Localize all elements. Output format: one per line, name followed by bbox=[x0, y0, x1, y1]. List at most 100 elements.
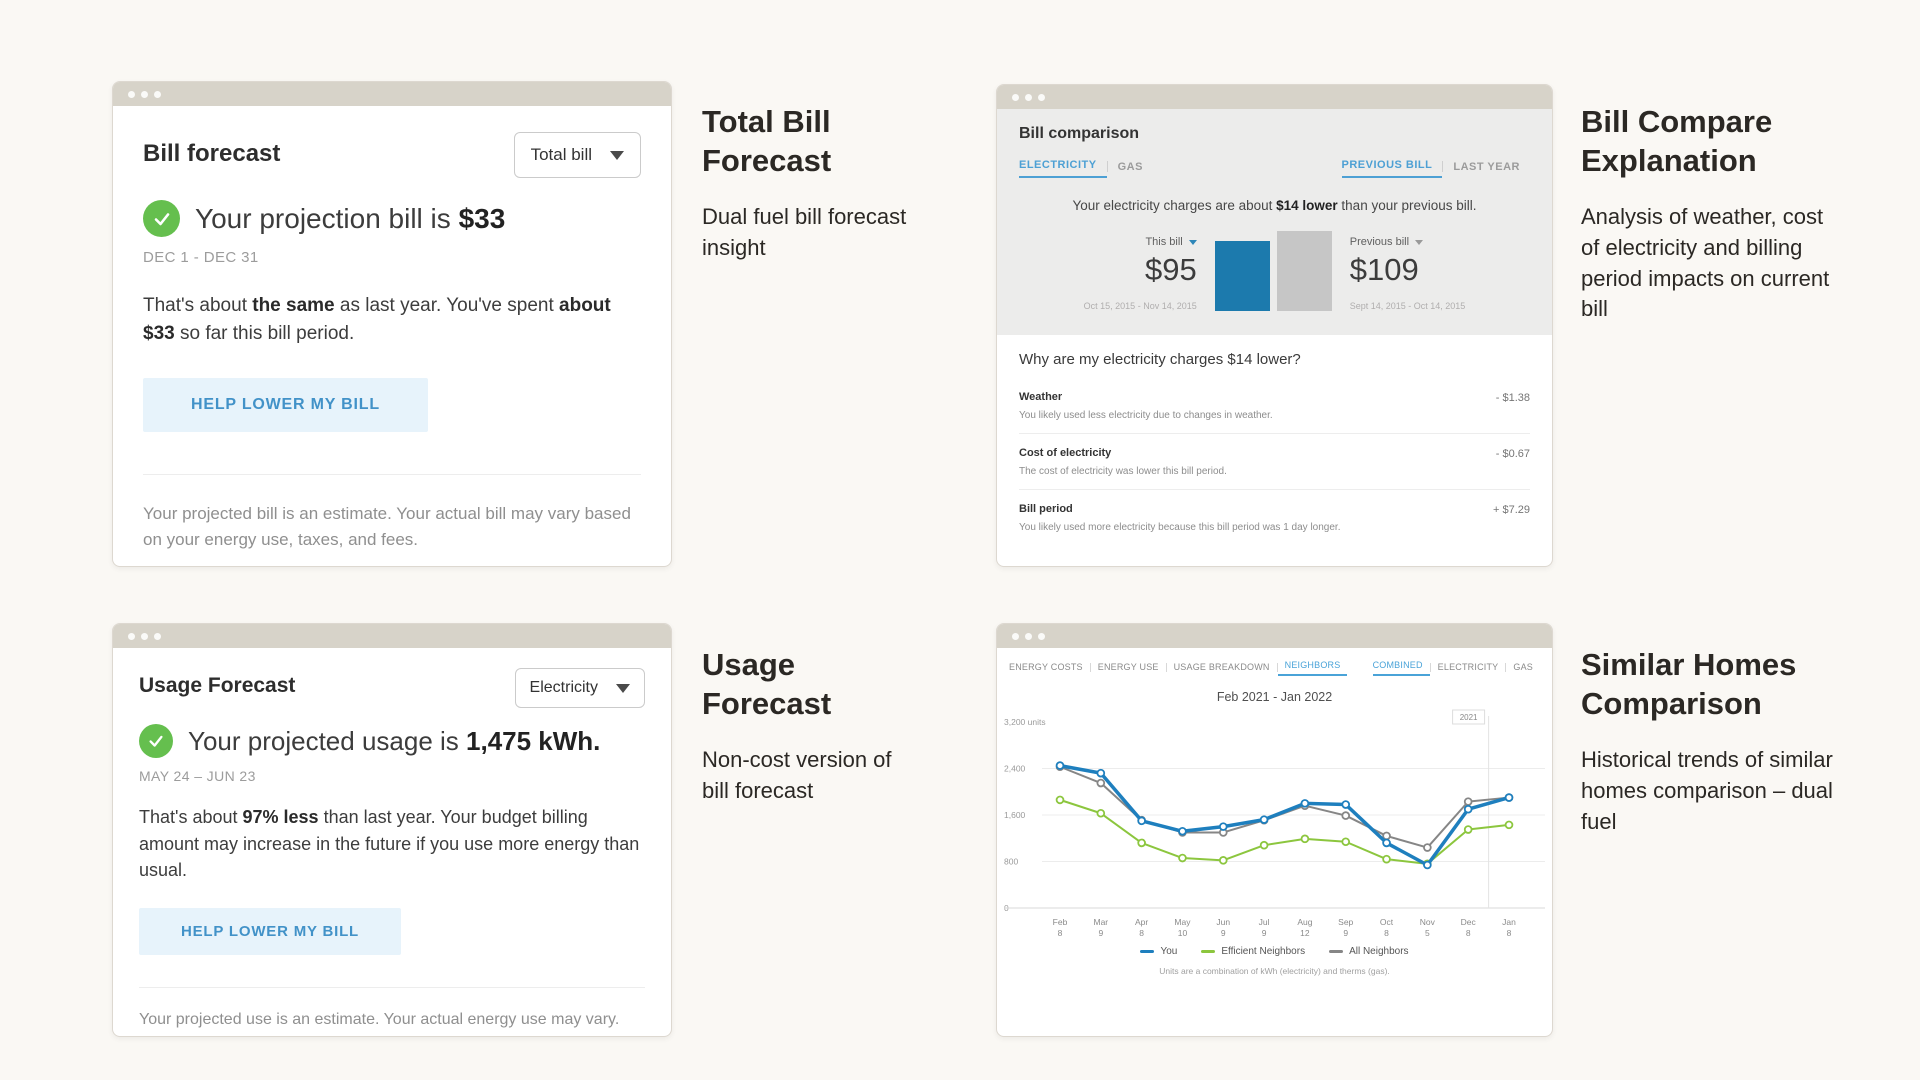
svg-text:8: 8 bbox=[1507, 928, 1512, 938]
help-lower-bill-button[interactable]: HELP LOWER MY BILL bbox=[139, 907, 402, 955]
chart-footnote: Units are a combination of kWh (electric… bbox=[1159, 966, 1390, 976]
caption-body: Analysis of weather, cost of electricity… bbox=[1581, 204, 1830, 322]
this-bill-amount: $95 bbox=[1145, 252, 1197, 287]
tab-separator bbox=[1276, 663, 1278, 672]
row-value: - $1.38 bbox=[1495, 392, 1530, 404]
svg-text:Apr: Apr bbox=[1135, 917, 1148, 927]
row-label: Cost of electricity bbox=[1019, 447, 1112, 459]
legend-item-all-neighbors[interactable]: All Neighbors bbox=[1329, 946, 1409, 957]
card-title: Bill comparison bbox=[1019, 125, 1140, 142]
legend-item-you[interactable]: You bbox=[1140, 946, 1177, 957]
svg-text:10: 10 bbox=[1178, 928, 1188, 938]
tab-neighbors[interactable]: NEIGHBORS bbox=[1277, 660, 1348, 676]
disclaimer-text: Your projected bill is an estimate. Your… bbox=[143, 504, 631, 549]
bill-comparison-window: Bill comparison ELECTRICITY GAS PREVIOUS… bbox=[996, 84, 1553, 567]
svg-text:9: 9 bbox=[1098, 928, 1103, 938]
tab-combined[interactable]: COMBINED bbox=[1372, 660, 1430, 676]
tab-separator bbox=[1429, 663, 1431, 672]
previous-bill-label[interactable]: Previous bill bbox=[1350, 236, 1424, 248]
window-control-dot bbox=[141, 632, 148, 640]
browser-chrome bbox=[113, 624, 671, 648]
dropdown-value: Total bill bbox=[530, 145, 592, 164]
svg-text:12: 12 bbox=[1300, 928, 1310, 938]
svg-text:9: 9 bbox=[1343, 928, 1348, 938]
legend-dash bbox=[1329, 950, 1344, 953]
tab-separator bbox=[1505, 663, 1507, 672]
tab-separator bbox=[1165, 663, 1167, 672]
fuel-type-dropdown[interactable]: Total bill bbox=[513, 132, 641, 178]
projection-value: $33 bbox=[458, 202, 506, 234]
window-control-dot bbox=[128, 632, 135, 640]
bill-forecast-window: Bill forecast Total bill Your projection… bbox=[112, 81, 672, 567]
caption-body: Dual fuel bill forecast insight bbox=[702, 204, 907, 260]
tab-last-year[interactable]: LAST YEAR bbox=[1453, 161, 1520, 173]
projection-headline: Your projection bill is $33 bbox=[195, 202, 506, 234]
svg-text:Jan: Jan bbox=[1502, 917, 1516, 927]
help-lower-bill-button[interactable]: HELP LOWER MY BILL bbox=[143, 378, 428, 433]
svg-text:Mar: Mar bbox=[1093, 917, 1108, 927]
tab-usage-breakdown[interactable]: USAGE BREAKDOWN bbox=[1173, 662, 1270, 672]
svg-text:9: 9 bbox=[1262, 928, 1267, 938]
usage-forecast-window: Usage Forecast Electricity Your projecte… bbox=[112, 623, 672, 1037]
projection-value: 1,475 kWh. bbox=[466, 725, 601, 756]
caption-heading: Similar Homes Comparison bbox=[1581, 647, 1797, 722]
window-control-dot bbox=[1012, 632, 1019, 640]
svg-text:8: 8 bbox=[1466, 928, 1471, 938]
row-label: Bill period bbox=[1019, 503, 1073, 515]
legend-label: All Neighbors bbox=[1349, 946, 1409, 957]
tab-energy-use[interactable]: ENERGY USE bbox=[1097, 662, 1159, 672]
caption-heading: Bill Compare Explanation bbox=[1581, 104, 1773, 179]
billing-period: MAY 24 – JUN 23 bbox=[139, 768, 256, 784]
svg-text:800: 800 bbox=[1004, 857, 1018, 867]
chevron-down-icon bbox=[1188, 239, 1197, 245]
svg-text:8: 8 bbox=[1058, 928, 1063, 938]
breakdown-question: Why are my electricity charges $14 lower… bbox=[1019, 351, 1301, 368]
svg-text:Aug: Aug bbox=[1297, 917, 1312, 927]
this-bill-label[interactable]: This bill bbox=[1145, 236, 1197, 248]
caption-heading: Total Bill Forecast bbox=[702, 104, 832, 179]
svg-text:Feb: Feb bbox=[1053, 917, 1068, 927]
row-description: The cost of electricity was lower this b… bbox=[1019, 466, 1227, 477]
divider bbox=[139, 986, 645, 988]
tab-separator bbox=[1442, 161, 1444, 172]
window-control-dot bbox=[154, 90, 161, 98]
tab-gas[interactable]: GAS bbox=[1513, 662, 1533, 672]
billing-period: DEC 1 - DEC 31 bbox=[143, 249, 259, 266]
comparison-message: Your electricity charges are about $14 l… bbox=[1072, 198, 1477, 213]
svg-text:1,600: 1,600 bbox=[1004, 810, 1026, 820]
tab-gas[interactable]: GAS bbox=[1117, 161, 1143, 173]
svg-text:5: 5 bbox=[1425, 928, 1430, 938]
fuel-type-dropdown[interactable]: Electricity bbox=[514, 668, 645, 708]
browser-chrome bbox=[997, 624, 1552, 648]
forecast-summary: That's about the same as last year. You'… bbox=[143, 295, 611, 345]
comparison-bar bbox=[1214, 241, 1270, 311]
legend-dash bbox=[1201, 950, 1216, 953]
breakdown-row-cost: Cost of electricity The cost of electric… bbox=[1019, 434, 1530, 490]
svg-text:Nov: Nov bbox=[1420, 917, 1436, 927]
divider bbox=[143, 474, 641, 476]
window-control-dot bbox=[128, 90, 135, 98]
dropdown-value: Electricity bbox=[529, 679, 598, 696]
browser-chrome bbox=[997, 85, 1552, 109]
tab-previous-bill[interactable]: PREVIOUS BILL bbox=[1341, 159, 1443, 178]
tab-energy-costs[interactable]: ENERGY COSTS bbox=[1009, 662, 1083, 672]
tab-electricity[interactable]: ELECTRICITY bbox=[1019, 159, 1107, 178]
legend-item-efficient-neighbors[interactable]: Efficient Neighbors bbox=[1201, 946, 1305, 957]
chevron-down-icon bbox=[610, 150, 624, 160]
breakdown-row-weather: Weather You likely used less electricity… bbox=[1019, 378, 1530, 434]
window-control-dot bbox=[1038, 93, 1045, 101]
tab-electricity[interactable]: ELECTRICITY bbox=[1437, 662, 1499, 672]
caption-usage: Usage Forecast Non-cost version of bill … bbox=[702, 645, 927, 807]
svg-text:8: 8 bbox=[1384, 928, 1389, 938]
svg-text:9: 9 bbox=[1221, 928, 1226, 938]
chart-title: Feb 2021 - Jan 2022 bbox=[1216, 690, 1333, 704]
window-control-dot bbox=[1025, 632, 1032, 640]
caption-body: Non-cost version of bill forecast bbox=[702, 747, 892, 803]
caption-heading: Usage Forecast bbox=[702, 647, 832, 722]
comparison-bar-chart: This bill $95 Oct 15, 2015 - Nov 14, 201… bbox=[1019, 231, 1530, 311]
caption-total-bill: Total Bill Forecast Dual fuel bill forec… bbox=[702, 102, 947, 264]
svg-text:2021: 2021 bbox=[1460, 713, 1478, 722]
check-circle-icon bbox=[143, 200, 180, 237]
svg-text:3,200 units: 3,200 units bbox=[1004, 717, 1046, 727]
card-title: Bill forecast bbox=[143, 140, 281, 167]
